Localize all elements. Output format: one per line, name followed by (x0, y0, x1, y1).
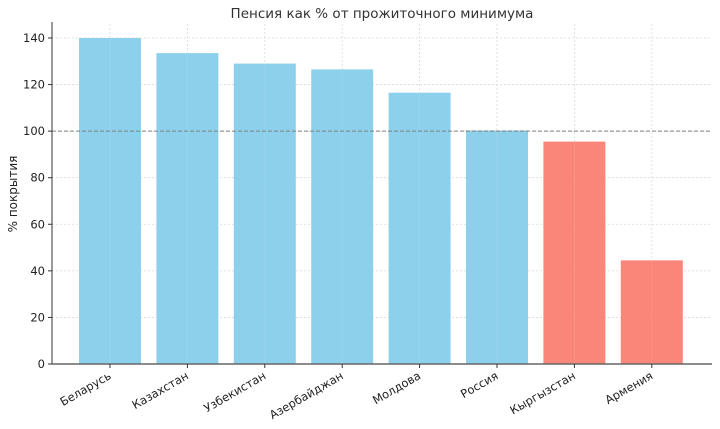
bar-2 (233, 63, 296, 364)
bar-6 (543, 141, 606, 364)
chart-title: Пенсия как % от прожиточного минимума (231, 6, 534, 22)
x-tick-label: Узбекистан (201, 368, 268, 415)
x-tick-label: Беларусь (58, 368, 114, 409)
x-tick-label: Казахстан (130, 368, 191, 412)
bar-5 (466, 130, 528, 364)
y-tick-label: 100 (23, 124, 45, 138)
y-tick-label: 0 (38, 357, 45, 371)
bars (79, 37, 683, 365)
bar-4 (388, 92, 451, 364)
y-tick-label: 60 (30, 217, 45, 231)
x-tick-label: Россия (458, 368, 501, 401)
grid-lines (52, 24, 712, 364)
y-axis-label: % покрытия (6, 156, 20, 233)
bar-1 (156, 53, 219, 364)
x-tick-label: Кыргызстан (507, 368, 578, 417)
axes (51, 22, 712, 365)
y-tick-label: 40 (30, 264, 45, 278)
y-axis-ticks: 0 20 40 60 80 100 120 140 (23, 31, 52, 371)
x-tick-label: Азербайджан (267, 368, 346, 422)
x-tick-label: Молдова (370, 368, 423, 407)
y-tick-label: 140 (23, 31, 45, 45)
y-tick-label: 20 (30, 310, 45, 324)
x-tick-label: Армения (603, 368, 656, 407)
bar-7 (620, 260, 683, 364)
bar-0 (79, 37, 141, 365)
bar-3 (311, 69, 374, 365)
y-tick-label: 120 (23, 78, 45, 92)
y-tick-label: 80 (30, 171, 45, 185)
